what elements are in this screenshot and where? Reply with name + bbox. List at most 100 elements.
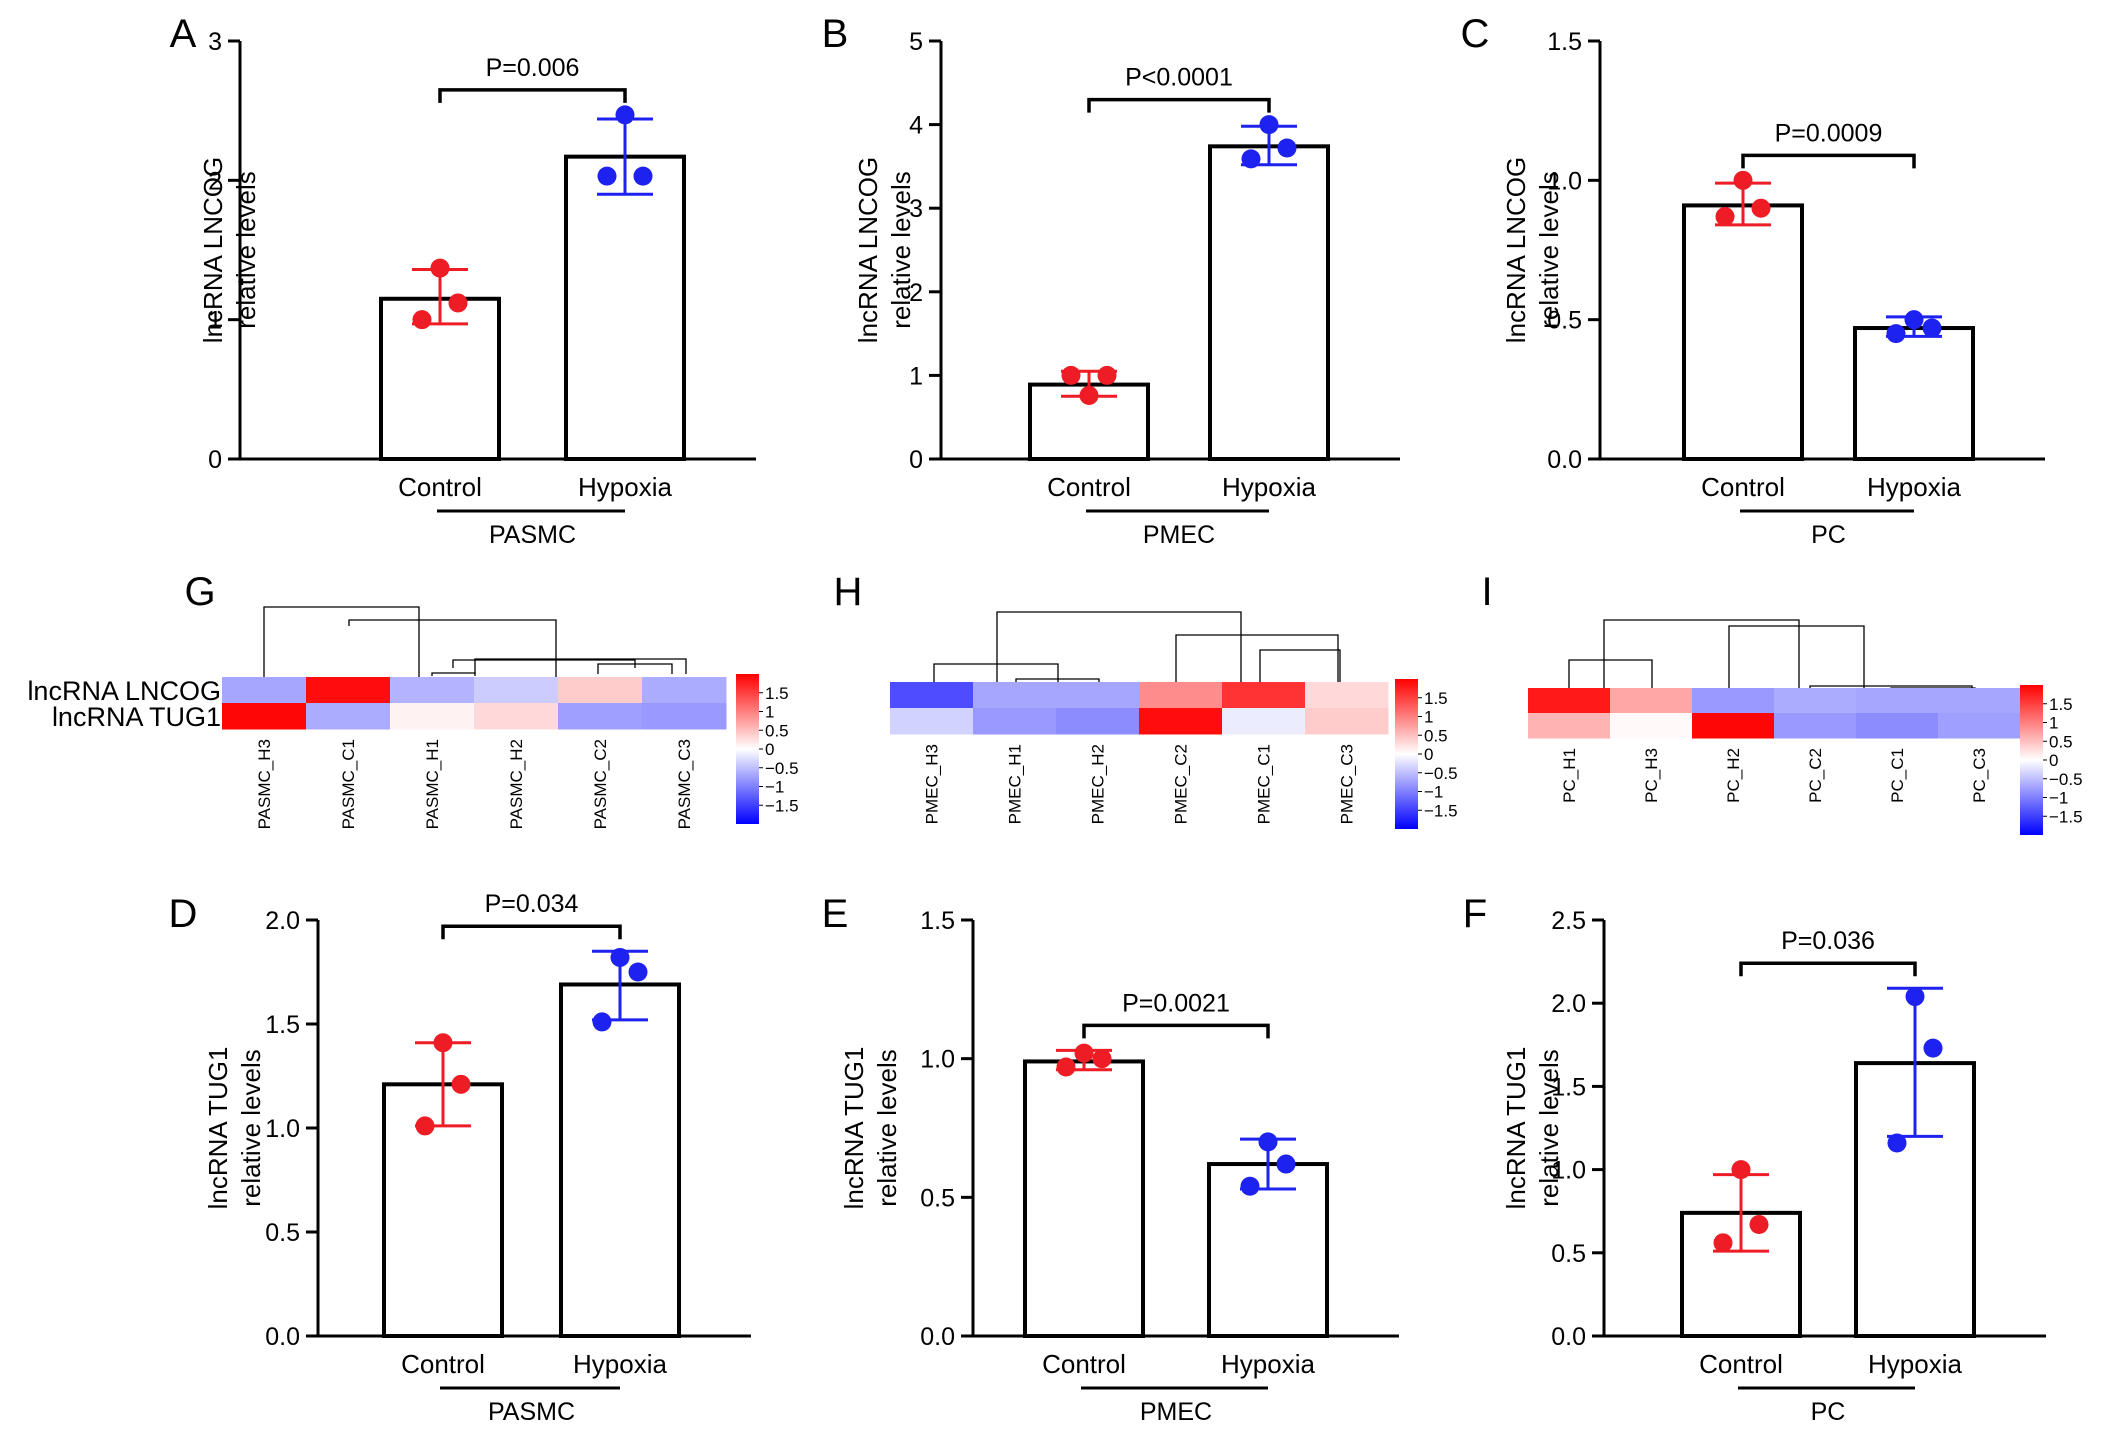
- data-point: [1241, 149, 1261, 169]
- bar: [564, 154, 686, 461]
- heatmap-cell: [1610, 713, 1693, 739]
- heatmap-cell: [558, 703, 643, 730]
- data-point: [1074, 1043, 1094, 1063]
- p-value-label: P=0.034: [485, 890, 579, 918]
- data-point: [1259, 115, 1279, 135]
- data-point: [415, 1116, 435, 1136]
- group-label: PASMC: [488, 1398, 575, 1426]
- x-category-label: Control: [1701, 472, 1785, 502]
- y-axis-label: lncRNA LNCOG: [853, 157, 883, 343]
- dendrogram-branch: [933, 663, 1059, 683]
- dendrogram-branch: [474, 658, 687, 674]
- y-tick-label: 0.5: [920, 1184, 955, 1212]
- data-point: [1277, 138, 1297, 158]
- heatmap-cell: [390, 677, 475, 704]
- data-point: [412, 310, 432, 330]
- heatmap-cell: [1222, 708, 1306, 735]
- colorbar-tick-label: −1.5: [1424, 801, 1458, 820]
- y-axis-label: lncRNA TUG1: [203, 1047, 233, 1210]
- data-point: [448, 293, 468, 313]
- dendrogram-branch: [348, 619, 557, 680]
- heatmap-cell: [1692, 713, 1775, 739]
- heatmap-cell: [890, 682, 974, 709]
- heatmap-cell: [642, 703, 727, 730]
- data-point: [1713, 1233, 1733, 1253]
- colorbar: [2020, 685, 2043, 835]
- x-category-label: Hypoxia: [1222, 472, 1316, 502]
- y-tick-label: 0: [909, 446, 923, 474]
- y-tick-label: 4: [909, 112, 923, 140]
- colorbar-tick-label: 0: [1424, 745, 1433, 764]
- y-tick-label: 1.5: [265, 1011, 300, 1039]
- significance-bracket: [1741, 153, 1916, 169]
- x-category-label: Control: [401, 1349, 485, 1379]
- colorbar-tick-label: −1: [2049, 789, 2068, 808]
- dendrogram-branch: [1728, 625, 1865, 689]
- y-tick-label: 2: [909, 279, 923, 307]
- y-axis-label: relative levels: [231, 171, 261, 329]
- bar: [379, 296, 501, 461]
- heatmap-column-label: PMEC_C1: [1255, 744, 1274, 824]
- data-point: [1056, 1057, 1076, 1077]
- y-tick-label: 3: [208, 28, 222, 56]
- dendrogram-branch: [1603, 619, 1800, 689]
- bar: [1853, 326, 1975, 461]
- x-category-label: Hypoxia: [578, 472, 672, 502]
- y-tick-label: 1.5: [1547, 28, 1582, 56]
- y-tick-label: 5: [909, 28, 923, 56]
- data-point: [1905, 987, 1925, 1007]
- heatmap-cell: [1856, 688, 1939, 714]
- heatmap-cell: [1774, 688, 1857, 714]
- colorbar: [1395, 679, 1418, 829]
- heatmap-cell: [1938, 713, 2021, 739]
- data-point: [1715, 207, 1735, 227]
- heatmap-column-label: PC_H1: [1560, 748, 1579, 803]
- heatmap-cell: [1056, 708, 1140, 735]
- bar: [1207, 1162, 1329, 1339]
- colorbar-tick-label: 0.5: [1424, 726, 1448, 745]
- y-tick-label: 2.0: [265, 907, 300, 935]
- y-axis-label: relative levels: [872, 1049, 902, 1207]
- data-point: [597, 166, 617, 186]
- group-label: PMEC: [1143, 521, 1215, 549]
- heatmap-cell: [1305, 708, 1389, 735]
- data-point: [592, 1012, 612, 1032]
- y-tick-label: 1: [208, 307, 222, 335]
- y-tick-label: 1.5: [1551, 1073, 1586, 1101]
- y-tick-label: 0.0: [265, 1323, 300, 1351]
- bar: [1682, 203, 1804, 461]
- data-point: [1733, 170, 1753, 190]
- heatmap-cell: [474, 677, 559, 704]
- x-category-label: Control: [1699, 1349, 1783, 1379]
- colorbar-tick-label: 1.5: [2049, 695, 2073, 714]
- y-axis-label: lncRNA TUG1: [1501, 1047, 1531, 1210]
- data-point: [1887, 1133, 1907, 1153]
- heatmap-cell: [222, 703, 307, 730]
- data-point: [1061, 365, 1081, 385]
- panel-letter: I: [1481, 570, 1492, 614]
- bar-chart-c: C 0.0 0.5 1.0 1.5 lncRNA LNCOG relative levels…: [1461, 12, 2045, 549]
- group-label: PC: [1811, 521, 1846, 549]
- group-label: PC: [1811, 1398, 1846, 1426]
- dendrogram-branch: [263, 606, 420, 680]
- heatmap-row-label: lncRNA LNCOG: [27, 676, 221, 706]
- y-axis-label: lncRNA LNCOG: [1501, 157, 1531, 343]
- data-point: [1079, 385, 1099, 405]
- dendrogram-branch: [1175, 634, 1339, 683]
- panel-letter: B: [822, 12, 849, 56]
- data-point: [1276, 1154, 1296, 1174]
- y-tick-label: 1.0: [1551, 1157, 1586, 1185]
- heatmap-column-label: PASMC_C2: [591, 739, 610, 829]
- panel-letter: C: [1461, 12, 1490, 56]
- y-tick-label: 2.5: [1551, 907, 1586, 935]
- heatmap-cell: [1222, 682, 1306, 709]
- dendrogram-branch: [1015, 678, 1100, 683]
- bar-chart-d: D 0.0 0.5 1.0 1.5 2.0 lncRNA TUG1 relative leve…: [169, 890, 751, 1426]
- data-point: [1923, 1038, 1943, 1058]
- heatmap-column-label: PASMC_H3: [255, 739, 274, 829]
- colorbar-tick-label: 0: [2049, 751, 2058, 770]
- colorbar-tick-label: −1.5: [2049, 807, 2083, 826]
- y-tick-label: 1.0: [265, 1115, 300, 1143]
- heatmap-cell: [890, 708, 974, 735]
- data-point: [1904, 310, 1924, 330]
